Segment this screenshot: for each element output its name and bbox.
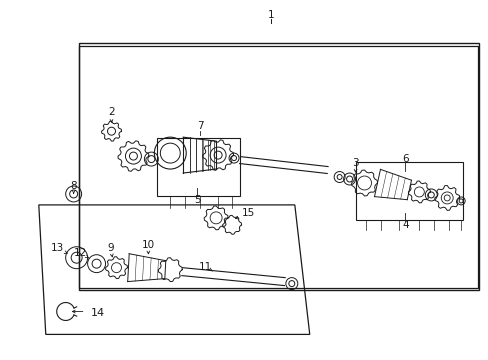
Text: 11: 11 (198, 262, 211, 272)
Text: 15: 15 (242, 208, 255, 218)
Text: 12: 12 (74, 248, 87, 258)
Bar (355, 162, 462, 220)
Text: 5: 5 (193, 195, 200, 205)
Text: 10: 10 (142, 240, 155, 250)
Text: 13: 13 (51, 243, 64, 253)
Bar (157, 138, 240, 196)
Text: 6: 6 (401, 154, 408, 164)
Text: 7: 7 (197, 121, 203, 131)
Text: 8: 8 (70, 181, 77, 191)
Text: 14: 14 (90, 309, 104, 319)
Text: 3: 3 (351, 158, 358, 168)
Bar (79, 42, 478, 289)
Text: 4: 4 (401, 220, 408, 230)
Bar (79, 45, 477, 288)
Text: 1: 1 (267, 10, 274, 20)
Text: 2: 2 (108, 107, 115, 117)
Text: 9: 9 (107, 243, 114, 253)
